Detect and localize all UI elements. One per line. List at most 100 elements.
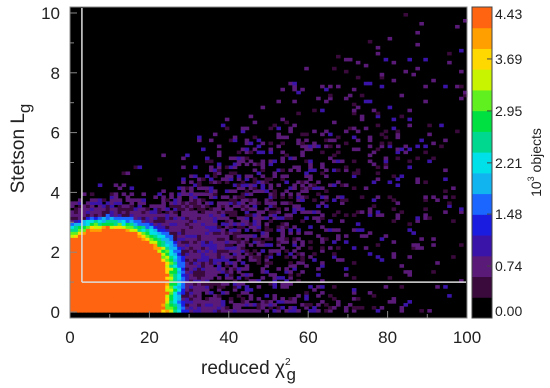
heatmap-cell xyxy=(145,282,150,286)
heatmap-cell xyxy=(133,291,139,295)
heatmap-cell xyxy=(117,291,123,295)
heatmap-cell xyxy=(443,285,448,289)
heatmap-cell xyxy=(328,294,333,298)
heatmap-cell xyxy=(70,303,75,307)
heatmap-cell xyxy=(228,138,234,143)
heatmap-cell xyxy=(165,267,170,271)
heatmap-cell xyxy=(81,231,87,235)
heatmap-cell xyxy=(220,252,226,256)
heatmap-cell xyxy=(403,303,409,307)
heatmap-cell xyxy=(105,234,111,238)
heatmap-cell xyxy=(97,207,103,211)
heatmap-cell xyxy=(284,282,289,286)
heatmap-cell xyxy=(85,255,91,259)
heatmap-cell xyxy=(77,234,83,238)
heatmap-cell xyxy=(129,264,135,268)
heatmap-cell xyxy=(117,303,123,307)
heatmap-cell xyxy=(204,255,210,259)
heatmap-cell xyxy=(85,231,91,235)
heatmap-cell xyxy=(129,219,135,223)
heatmap-cell xyxy=(280,222,285,226)
heatmap-cell xyxy=(240,225,246,229)
x-tick-label: 0 xyxy=(65,328,74,347)
heatmap-cell xyxy=(208,237,214,241)
heatmap-cell xyxy=(419,138,424,143)
heatmap-cell xyxy=(232,246,238,250)
heatmap-cell xyxy=(97,273,103,277)
heatmap-cell xyxy=(201,276,206,280)
heatmap-cell xyxy=(252,279,258,283)
heatmap-cell xyxy=(332,255,337,259)
heatmap-cell xyxy=(77,303,83,307)
heatmap-cell xyxy=(81,204,87,208)
heatmap-cell xyxy=(185,270,190,274)
heatmap-cell xyxy=(220,204,226,208)
heatmap-cell xyxy=(204,249,210,253)
heatmap-cell xyxy=(113,192,119,196)
heatmap-cell xyxy=(149,237,154,241)
heatmap-cell xyxy=(328,228,333,232)
heatmap-cell xyxy=(113,234,119,238)
heatmap-cell xyxy=(248,252,254,256)
heatmap-cell xyxy=(204,288,210,292)
heatmap-cell xyxy=(133,198,139,202)
heatmap-cell xyxy=(153,276,158,280)
heatmap-cell xyxy=(161,225,166,229)
heatmap-cell xyxy=(145,264,150,268)
heatmap-cell xyxy=(212,180,218,185)
heatmap-cell xyxy=(248,192,254,196)
heatmap-cell xyxy=(208,228,214,232)
heatmap-cell xyxy=(244,273,250,277)
heatmap-cell xyxy=(224,174,230,179)
heatmap-cell xyxy=(260,276,266,280)
heatmap-cell xyxy=(149,306,154,310)
heatmap-cell xyxy=(204,282,210,286)
heatmap-cell xyxy=(276,135,282,140)
heatmap-cell xyxy=(236,309,242,313)
heatmap-cell xyxy=(169,306,174,310)
heatmap-cell xyxy=(125,207,131,211)
heatmap-cell xyxy=(300,270,305,274)
heatmap-cell xyxy=(204,237,210,241)
heatmap-cell xyxy=(157,309,162,313)
heatmap-cell xyxy=(300,207,305,211)
heatmap-cell xyxy=(284,300,289,304)
heatmap-cell xyxy=(133,300,139,304)
heatmap-cell xyxy=(85,303,91,307)
heatmap-cell xyxy=(232,285,238,289)
heatmap-cell xyxy=(77,288,83,292)
heatmap-cell xyxy=(109,279,115,283)
heatmap-cell xyxy=(181,270,186,274)
heatmap-cell xyxy=(443,195,448,199)
heatmap-cell xyxy=(236,231,242,235)
heatmap-cell xyxy=(105,285,111,289)
heatmap-cell xyxy=(73,273,79,277)
heatmap-cell xyxy=(173,309,178,313)
heatmap-cell xyxy=(244,267,250,271)
heatmap-cell xyxy=(153,270,158,274)
heatmap-cell xyxy=(296,192,301,196)
heatmap-cell xyxy=(260,216,266,220)
heatmap-cell xyxy=(121,192,127,196)
heatmap-cell xyxy=(121,270,127,274)
heatmap-cell xyxy=(105,306,111,310)
heatmap-cell xyxy=(320,264,325,268)
heatmap-cell xyxy=(371,204,377,208)
heatmap-cell xyxy=(276,300,282,304)
heatmap-cell xyxy=(268,186,274,191)
colorbar-segment xyxy=(472,152,492,174)
colorbar-tick-label: 3.69 xyxy=(495,51,522,67)
heatmap-cell xyxy=(220,285,226,289)
heatmap-cell xyxy=(113,270,119,274)
heatmap-cell xyxy=(137,258,143,262)
heatmap-cell xyxy=(316,192,321,196)
heatmap-cell xyxy=(244,237,250,241)
heatmap-cell xyxy=(228,177,234,182)
heatmap-cell xyxy=(157,276,162,280)
heatmap-cell xyxy=(70,234,75,238)
heatmap-cell xyxy=(304,159,309,164)
heatmap-cell xyxy=(161,216,166,220)
heatmap-cell xyxy=(212,306,218,310)
heatmap-cell xyxy=(395,183,401,188)
heatmap-cell xyxy=(157,252,162,256)
